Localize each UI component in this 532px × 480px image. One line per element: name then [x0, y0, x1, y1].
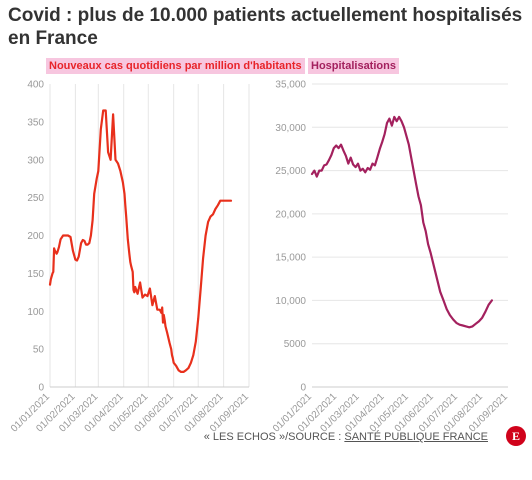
source-link[interactable]: SANTÉ PUBLIQUE FRANCE — [344, 431, 488, 443]
hospitalisations-ytick-label: 10,000 — [275, 296, 306, 307]
new-cases-ytick-label: 350 — [27, 117, 44, 128]
new-cases-series-line — [48, 109, 233, 373]
hospitalisations-ytick-label: 15,000 — [275, 253, 306, 264]
new-cases-ytick-label: 150 — [27, 269, 44, 280]
page-title: Covid : plus de 10.000 patients actuelle… — [8, 5, 523, 49]
footer-prefix: « LES ECHOS »/SOURCE : — [203, 431, 345, 443]
hospitalisations-ytick-label: 25,000 — [275, 166, 306, 177]
hospitalisations-ytick-label: 20,000 — [275, 209, 306, 220]
les-echos-logo-icon: E — [506, 426, 526, 446]
new-cases-ytick-label: 300 — [27, 155, 44, 166]
hospitalisations-series-line — [310, 115, 493, 329]
new-cases-chart-svg: 05010015020025030035040001/01/202101/02/… — [9, 80, 251, 435]
hospitalisations-ytick-label: 30,000 — [275, 123, 306, 134]
new-cases-ytick-label: 400 — [27, 80, 44, 91]
source-footer: « LES ECHOS »/SOURCE : SANTÉ PUBLIQUE FR… — [204, 431, 488, 443]
new-cases-ytick-label: 250 — [27, 193, 44, 204]
hospitalisations-ytick-label: 0 — [300, 383, 306, 394]
hospitalisations-chart-svg: 0 5000 10,000 15,000 20,000 25,000 30,000 35,00… — [271, 80, 510, 435]
new-cases-ytick-label: 0 — [38, 383, 44, 394]
new-cases-ytick-label: 200 — [27, 231, 44, 242]
new-cases-chart: Nouveaux cas quotidiens par million d'ha… — [9, 58, 305, 435]
hospitalisations-ytick-label: 35,000 — [275, 80, 306, 91]
new-cases-ytick-label: 50 — [33, 345, 45, 356]
hospitalisations-ytick-label: 5000 — [284, 339, 307, 350]
hospitalisations-chart-title: Hospitalisations — [308, 58, 399, 74]
new-cases-ytick-label: 100 — [27, 307, 44, 318]
hospitalisations-chart: Hospitalisations 0 5000 10,000 15,000 20,000… — [271, 58, 516, 435]
new-cases-chart-title: Nouveaux cas quotidiens par million d'ha… — [46, 58, 305, 74]
